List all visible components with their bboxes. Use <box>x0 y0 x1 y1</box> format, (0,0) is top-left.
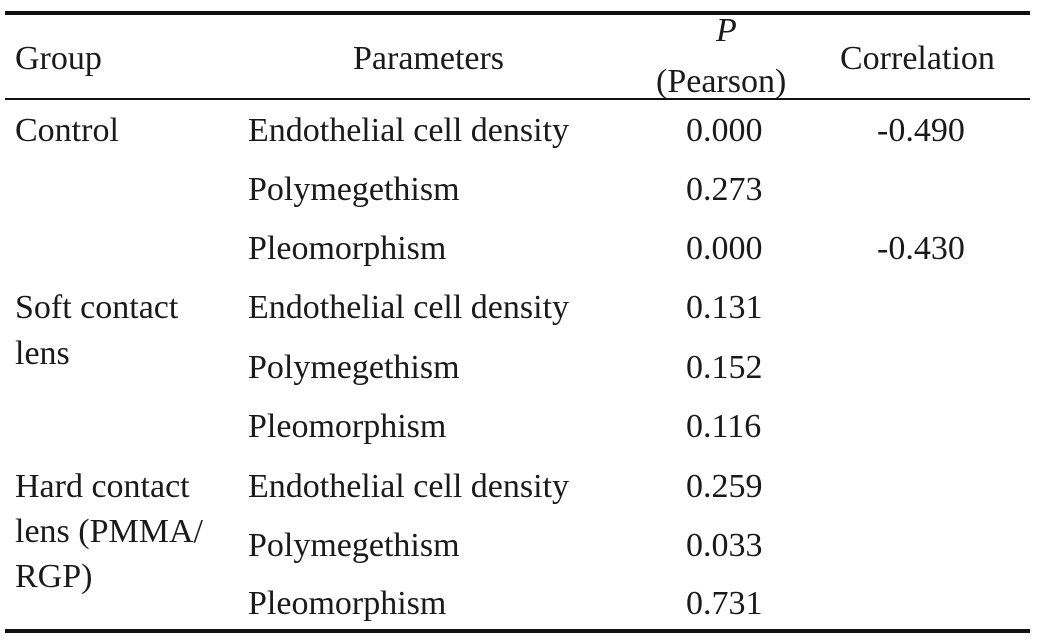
row-8-parameter: Polymegethism <box>248 527 460 564</box>
row-8-p: 0.033 <box>686 527 763 564</box>
group-label-hard-line3: RGP) <box>15 558 93 595</box>
row-3-parameter: Pleomorphism <box>248 230 447 267</box>
header-parameters: Parameters <box>353 40 505 77</box>
table-bottom-rule <box>5 629 1030 633</box>
row-4-parameter: Endothelial cell density <box>248 289 570 326</box>
table-header-rule <box>5 98 1030 100</box>
row-3-correlation: -0.430 <box>877 230 965 267</box>
row-3-p: 0.000 <box>686 230 763 267</box>
row-6-p: 0.116 <box>686 408 762 445</box>
group-label-control: Control <box>15 112 119 149</box>
row-2-parameter: Polymegethism <box>248 171 460 208</box>
row-9-parameter: Pleomorphism <box>248 585 447 622</box>
row-6-parameter: Pleomorphism <box>248 408 447 445</box>
header-correlation: Correlation <box>840 40 995 77</box>
row-5-p: 0.152 <box>686 349 763 386</box>
row-2-p: 0.273 <box>686 171 763 208</box>
group-label-soft-line2: lens <box>15 335 70 372</box>
row-9-p: 0.731 <box>686 585 763 622</box>
table-top-rule <box>5 11 1030 15</box>
row-7-parameter: Endothelial cell density <box>248 468 570 505</box>
row-1-parameter: Endothelial cell density <box>248 112 570 149</box>
row-7-p: 0.259 <box>686 468 763 505</box>
row-1-p: 0.000 <box>686 112 763 149</box>
group-label-hard-line2: lens (PMMA/ <box>15 513 203 550</box>
group-label-hard-line1: Hard contact <box>15 468 190 505</box>
row-1-correlation: -0.490 <box>877 112 965 149</box>
row-4-p: 0.131 <box>686 289 763 326</box>
group-label-soft-line1: Soft contact <box>15 289 179 326</box>
header-p-method: (Pearson) <box>656 63 787 100</box>
header-group: Group <box>15 40 102 77</box>
row-5-parameter: Polymegethism <box>248 349 460 386</box>
header-p-symbol: P <box>716 12 737 49</box>
